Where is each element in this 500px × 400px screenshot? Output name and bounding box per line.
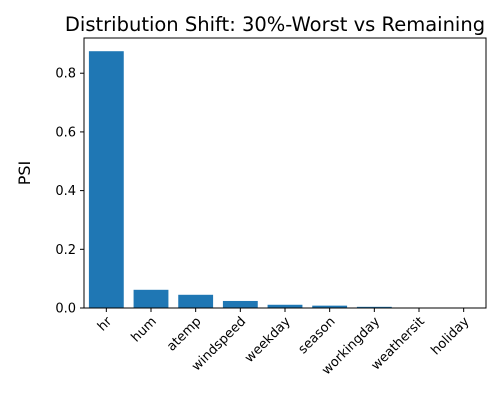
y-axis-label: PSI (15, 161, 34, 186)
x-tick-label-hum: hum (129, 314, 160, 345)
x-tick-label-season: season (296, 314, 339, 357)
bar-hr (88, 51, 124, 309)
y-tick-label: 0.2 (55, 243, 76, 258)
bars (88, 51, 482, 309)
y-ticks: 0.0 0.2 0.4 0.6 0.8 PSI (15, 67, 84, 317)
bar-workingday (356, 306, 392, 308)
x-tick-label-hr: hr (95, 314, 116, 335)
x-tick-label-atemp: atemp (164, 314, 204, 354)
y-tick-label: 0.4 (55, 184, 76, 199)
y-tick-label: 0.6 (55, 125, 76, 140)
plot-frame (83, 37, 487, 309)
x-tick-label-weekday: weekday (242, 314, 294, 366)
bar-atemp (178, 294, 214, 308)
bar-windspeed (222, 300, 258, 308)
y-tick-label: 0.8 (55, 67, 76, 82)
x-tick-label-holiday: holiday (428, 314, 472, 358)
bar-hum (133, 289, 169, 308)
bar-weekday (267, 304, 303, 308)
bar-season (312, 305, 348, 308)
y-tick-label: 0.0 (55, 302, 76, 317)
axes (83, 37, 487, 309)
chart-title: Distribution Shift: 30%-Worst vs Remaini… (65, 13, 485, 36)
